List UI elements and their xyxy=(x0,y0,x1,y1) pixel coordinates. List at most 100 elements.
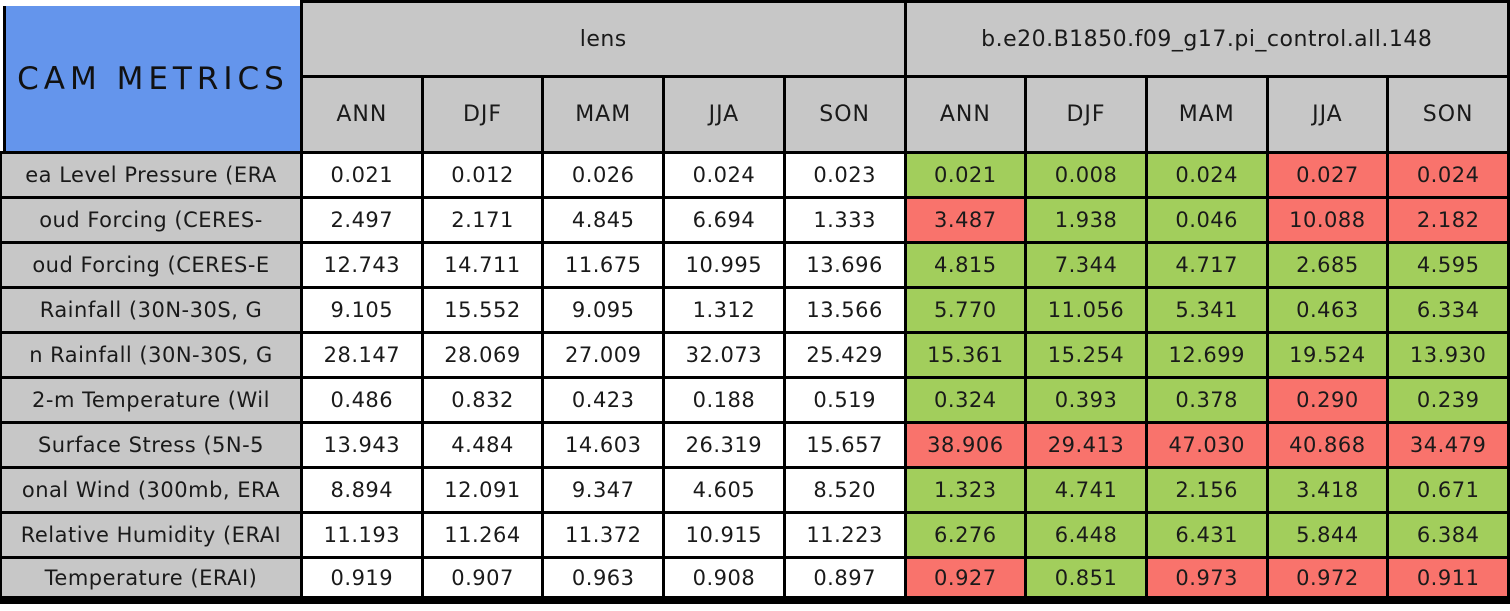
metric-row: Rainfall (30N-30S, G 9.105 15.552 9.095 1.31… xyxy=(0,289,1510,334)
lens-value-cell: 11.223 xyxy=(785,514,907,559)
season-header-row: ANN DJF MAM JJA SON ANN DJF MAM JJA SON xyxy=(0,78,1510,154)
lens-value-cell: 28.069 xyxy=(423,334,545,379)
lens-value-cell: 9.095 xyxy=(544,289,666,334)
control-value-cell-good: 3.418 xyxy=(1268,469,1390,514)
control-value-cell-good: 0.463 xyxy=(1268,289,1390,334)
control-value-cell-good: 19.524 xyxy=(1268,334,1390,379)
table-title-cell: CAM METRICS xyxy=(0,0,303,154)
control-value-cell-good: 6.334 xyxy=(1389,289,1510,334)
control-value-cell-good: 0.008 xyxy=(1027,154,1148,199)
row-label: onal Wind (300mb, ERA xyxy=(0,469,303,514)
lens-value-cell: 4.605 xyxy=(665,469,786,514)
control-value-cell-bad: 10.088 xyxy=(1268,199,1390,244)
control-value-cell-good: 15.361 xyxy=(906,334,1028,379)
control-value-cell-good: 4.717 xyxy=(1147,244,1269,289)
row-label: Temperature (ERAI) xyxy=(0,559,303,604)
lens-value-cell: 0.021 xyxy=(303,154,424,199)
control-value-cell-good: 1.938 xyxy=(1027,199,1148,244)
metric-row: onal Wind (300mb, ERA 8.894 12.091 9.347 4.6… xyxy=(0,469,1510,514)
metric-row: 2-m Temperature (Wil 0.486 0.832 0.423 0.188… xyxy=(0,379,1510,424)
lens-value-cell: 0.026 xyxy=(544,154,666,199)
row-label: Relative Humidity (ERAI xyxy=(0,514,303,559)
lens-value-cell: 0.919 xyxy=(303,559,424,604)
season-header-lens-son: SON xyxy=(785,78,907,154)
lens-value-cell: 14.711 xyxy=(423,244,545,289)
control-value-cell-bad: 0.972 xyxy=(1268,559,1390,604)
lens-value-cell: 1.333 xyxy=(785,199,907,244)
control-value-cell-good: 6.384 xyxy=(1389,514,1510,559)
lens-value-cell: 9.105 xyxy=(303,289,424,334)
lens-value-cell: 6.694 xyxy=(665,199,786,244)
group-header-lens: lens xyxy=(303,0,907,78)
control-value-cell-bad: 34.479 xyxy=(1389,424,1510,469)
control-value-cell-bad: 47.030 xyxy=(1147,424,1269,469)
control-value-cell-good: 0.024 xyxy=(1147,154,1269,199)
lens-value-cell: 9.347 xyxy=(544,469,666,514)
season-header-control-son: SON xyxy=(1389,78,1510,154)
season-header-control-jja: JJA xyxy=(1268,78,1390,154)
lens-value-cell: 8.894 xyxy=(303,469,424,514)
control-value-cell-good: 6.431 xyxy=(1147,514,1269,559)
control-value-cell-bad: 0.973 xyxy=(1147,559,1269,604)
row-label: Rainfall (30N-30S, G xyxy=(0,289,303,334)
lens-value-cell: 13.696 xyxy=(785,244,907,289)
control-value-cell-bad: 0.927 xyxy=(906,559,1028,604)
control-value-cell-good: 12.699 xyxy=(1147,334,1269,379)
metric-row: Relative Humidity (ERAI 11.193 11.264 11.37… xyxy=(0,514,1510,559)
control-value-cell-good: 0.021 xyxy=(906,154,1028,199)
group-header-control-case: b.e20.B1850.f09_g17.pi_control.all.148 xyxy=(906,0,1510,78)
season-header-lens-ann: ANN xyxy=(303,78,424,154)
control-value-cell-good: 2.685 xyxy=(1268,244,1390,289)
lens-value-cell: 0.519 xyxy=(785,379,907,424)
lens-value-cell: 1.312 xyxy=(665,289,786,334)
control-value-cell-good: 5.341 xyxy=(1147,289,1269,334)
metric-row: ea Level Pressure (ERA 0.021 0.012 0.026 0.0… xyxy=(0,154,1510,199)
season-header-lens-mam: MAM xyxy=(544,78,666,154)
control-value-cell-good: 1.323 xyxy=(906,469,1028,514)
lens-value-cell: 11.264 xyxy=(423,514,545,559)
lens-value-cell: 14.603 xyxy=(544,424,666,469)
control-value-cell-bad: 3.487 xyxy=(906,199,1028,244)
lens-value-cell: 27.009 xyxy=(544,334,666,379)
control-value-cell-bad: 0.290 xyxy=(1268,379,1390,424)
group-header-row: CAM METRICS lens b.e20.B1850.f09_g17.pi_… xyxy=(0,0,1510,154)
control-value-cell-bad: 2.182 xyxy=(1389,199,1510,244)
lens-value-cell: 11.372 xyxy=(544,514,666,559)
season-header-control-djf: DJF xyxy=(1027,78,1148,154)
control-value-cell-bad: 29.413 xyxy=(1027,424,1148,469)
lens-value-cell: 0.963 xyxy=(544,559,666,604)
control-value-cell-good: 0.378 xyxy=(1147,379,1269,424)
lens-value-cell: 0.188 xyxy=(665,379,786,424)
control-value-cell-good: 0.851 xyxy=(1027,559,1148,604)
lens-value-cell: 12.743 xyxy=(303,244,424,289)
lens-value-cell: 0.486 xyxy=(303,379,424,424)
control-value-cell-good: 5.844 xyxy=(1268,514,1390,559)
lens-value-cell: 4.484 xyxy=(423,424,545,469)
lens-value-cell: 2.497 xyxy=(303,199,424,244)
lens-value-cell: 10.995 xyxy=(665,244,786,289)
lens-value-cell: 12.091 xyxy=(423,469,545,514)
lens-value-cell: 8.520 xyxy=(785,469,907,514)
table-title: CAM METRICS xyxy=(3,6,300,151)
metric-row: n Rainfall (30N-30S, G 28.147 28.069 27.009… xyxy=(0,334,1510,379)
lens-value-cell: 0.832 xyxy=(423,379,545,424)
control-value-cell-bad: 0.911 xyxy=(1389,559,1510,604)
lens-value-cell: 28.147 xyxy=(303,334,424,379)
lens-value-cell: 26.319 xyxy=(665,424,786,469)
control-value-cell-good: 4.815 xyxy=(906,244,1028,289)
control-value-cell-good: 13.930 xyxy=(1389,334,1510,379)
row-label: oud Forcing (CERES-E xyxy=(0,244,303,289)
control-value-cell-good: 4.741 xyxy=(1027,469,1148,514)
row-label: Surface Stress (5N-5 xyxy=(0,424,303,469)
control-value-cell-bad: 0.024 xyxy=(1389,154,1510,199)
metric-row: oud Forcing (CERES- 2.497 2.171 4.845 6.694 1… xyxy=(0,199,1510,244)
lens-value-cell: 15.552 xyxy=(423,289,545,334)
row-label: n Rainfall (30N-30S, G xyxy=(0,334,303,379)
lens-value-cell: 13.943 xyxy=(303,424,424,469)
control-value-cell-bad: 38.906 xyxy=(906,424,1028,469)
control-value-cell-good: 0.239 xyxy=(1389,379,1510,424)
season-header-control-mam: MAM xyxy=(1147,78,1269,154)
lens-value-cell: 11.675 xyxy=(544,244,666,289)
